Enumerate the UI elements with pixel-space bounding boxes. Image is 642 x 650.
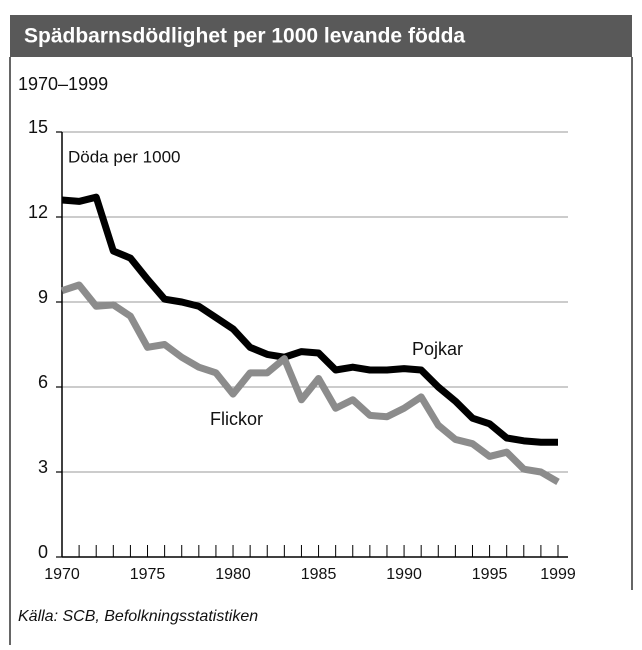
y-tick-label: 3 [38, 457, 48, 477]
x-tick-label: 1985 [301, 566, 337, 583]
subtitle: 1970–1999 [18, 74, 108, 94]
x-tick-label: 1999 [540, 566, 576, 583]
x-tick-label: 1975 [130, 566, 166, 583]
y-tick-label: 12 [28, 202, 48, 222]
series-line [61, 193, 558, 446]
title-bar [10, 15, 632, 57]
source: Källa: SCB, Befolkningsstatistiken [18, 608, 258, 625]
series-line [60, 281, 560, 485]
x-tick-label: 1980 [215, 566, 251, 583]
x-tick-label: 1970 [44, 566, 80, 583]
y-axis-label: Döda per 1000 [68, 147, 180, 166]
y-tick-label: 0 [38, 542, 48, 562]
y-tick-label: 9 [38, 287, 48, 307]
series-label: Flickor [210, 409, 263, 429]
y-tick-label: 6 [38, 372, 48, 392]
x-tick-label: 1995 [472, 566, 508, 583]
y-tick-label: 15 [28, 117, 48, 137]
x-tick-label: 1990 [386, 566, 422, 583]
chart-title: Spädbarnsdödlighet per 1000 levande född… [24, 25, 465, 48]
series-label: Pojkar [412, 339, 463, 359]
